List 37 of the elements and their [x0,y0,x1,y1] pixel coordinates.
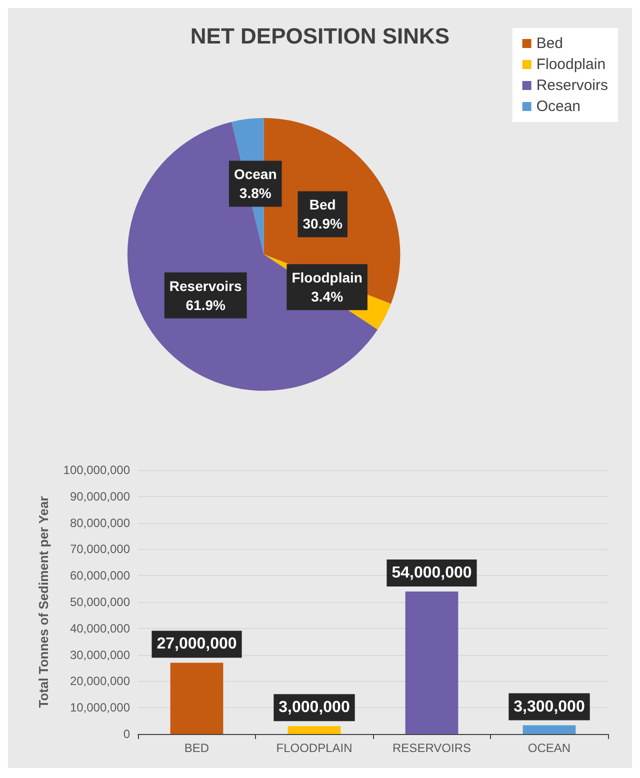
y-axis-title: Total Tonnes of Sediment per Year [36,496,51,708]
slice-label: Bed [309,196,336,213]
data-label: 54,000,000 [392,564,472,582]
data-label: 3.8% [239,185,272,202]
data-label: 3,300,000 [514,698,585,716]
data-label: 27,000,000 [156,636,237,653]
slice-label: Floodplain [292,270,362,286]
bar [405,591,458,734]
data-label: 61.9% [186,296,226,313]
bar [170,662,224,734]
legend-label: Bed [536,35,564,52]
x-tick-label: RESERVOIRS [392,741,471,755]
y-tick-label: 90,000,000 [70,489,130,504]
slice-label: Reservoirs [169,278,242,294]
legend-label: Floodplain [536,56,606,73]
chart-title: NET DEPOSITION SINKS [190,24,450,48]
x-tick-label: OCEAN [528,741,571,755]
x-tick-label: FLOODPLAIN [276,741,352,755]
y-tick-label: 20,000,000 [70,674,130,688]
bar [288,726,341,734]
bar [522,725,576,734]
data-label: 3,000,000 [278,699,350,716]
y-tick-label: 100,000,000 [63,463,130,477]
legend-label: Reservoirs [536,77,608,94]
data-label: 3.4% [311,288,344,305]
legend-label: Ocean [536,98,581,115]
y-tick-label: 60,000,000 [70,568,130,583]
y-tick-label: 40,000,000 [70,621,130,636]
y-tick-label: 0 [123,727,130,741]
y-tick-label: 50,000,000 [70,595,130,609]
y-tick-label: 70,000,000 [70,542,130,556]
y-tick-label: 30,000,000 [70,648,130,662]
y-tick-label: 10,000,000 [70,700,130,715]
slice-label: Ocean [234,166,277,182]
y-tick-label: 80,000,000 [70,516,130,530]
data-label: 30.9% [302,216,343,232]
x-tick-label: BED [184,741,210,755]
